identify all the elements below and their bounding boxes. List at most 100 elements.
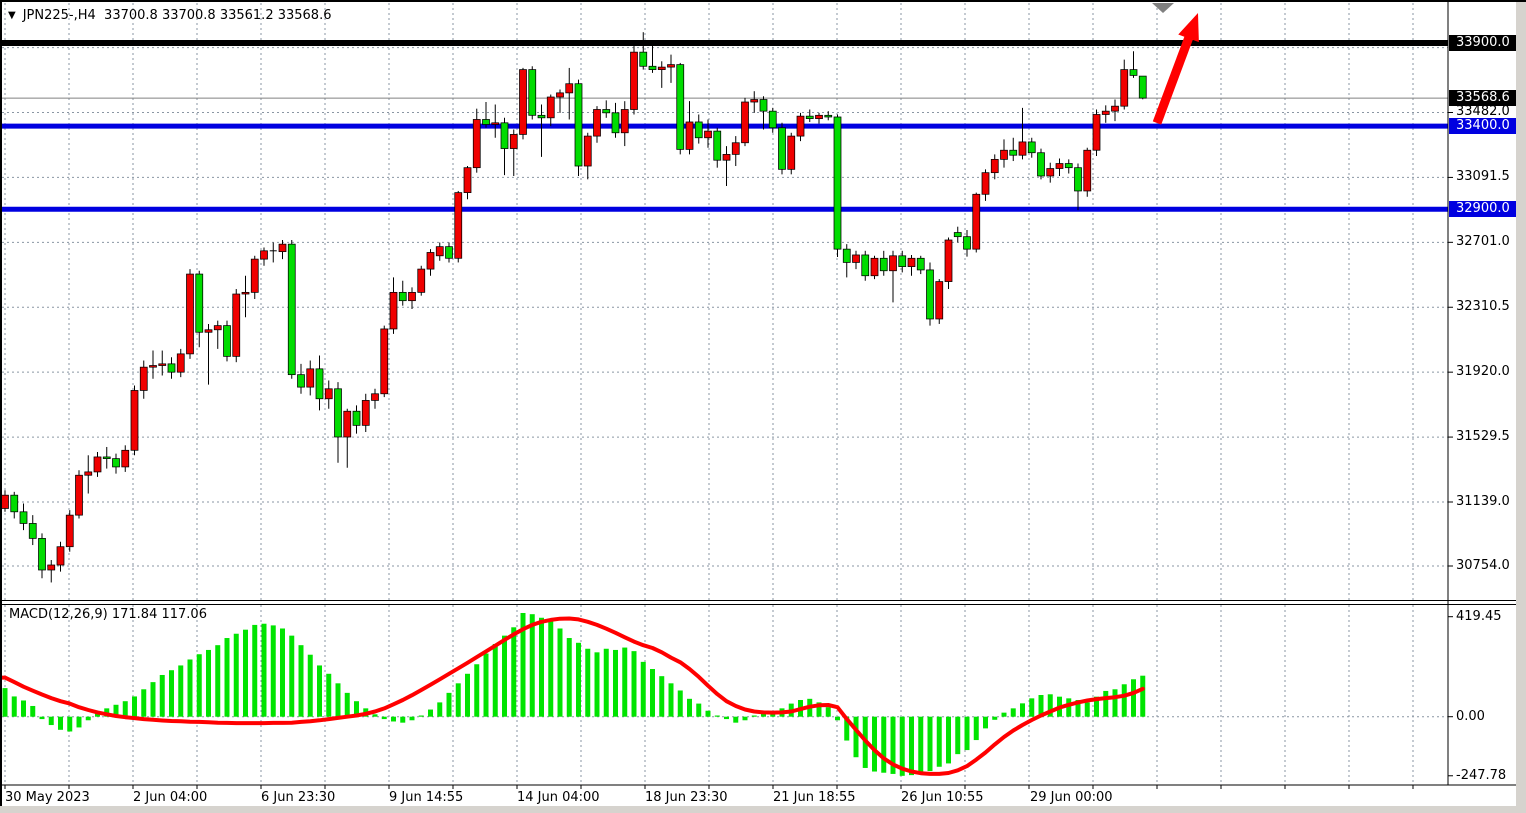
macd-histogram-bar (437, 702, 443, 717)
candle-body (482, 119, 490, 125)
candle-body (898, 255, 907, 267)
candle-body (519, 69, 527, 135)
candle-body (47, 564, 56, 571)
symbol-dropdown-icon[interactable]: ▼ (8, 10, 16, 21)
candle-body (102, 456, 111, 459)
macd-histogram-bar (955, 716, 961, 755)
candle-body (158, 363, 167, 366)
macd-histogram-bar (1020, 703, 1025, 717)
macd-histogram-bar (844, 716, 850, 741)
macd-histogram-bar (936, 716, 942, 767)
candle-body (639, 51, 648, 67)
macd-histogram-bar (576, 642, 581, 717)
candle-body (565, 83, 574, 94)
candle-body (870, 257, 879, 277)
macd-axis-label: 419.45 (1456, 608, 1502, 624)
price-axis-label: 32701.0 (1456, 234, 1510, 250)
candle-body (121, 449, 130, 468)
candle-body (648, 65, 657, 70)
candle-body (223, 325, 231, 357)
macd-histogram-bar (159, 674, 165, 717)
macd-histogram-bar (761, 713, 766, 717)
candle-body (805, 115, 814, 120)
time-axis-label: 18 Jun 23:30 (645, 790, 728, 805)
candle-body (1018, 141, 1027, 156)
trend-arrow-shaft[interactable] (1152, 31, 1195, 125)
candle-body (815, 114, 823, 120)
macd-histogram-bar (529, 614, 535, 717)
candle-body (546, 96, 555, 119)
price-axis-label: 31920.0 (1456, 364, 1510, 380)
chart-shift-marker-icon[interactable] (1152, 3, 1174, 13)
macd-histogram-bar (2, 688, 8, 717)
macd-histogram-bar (58, 716, 63, 730)
macd-histogram-bar (196, 654, 202, 717)
candle-body (380, 328, 389, 395)
macd-histogram-bar (696, 703, 702, 717)
macd-histogram-bar (474, 664, 480, 717)
macd-histogram-bar (381, 716, 387, 720)
candle-body (232, 293, 241, 357)
candle-body (454, 192, 463, 259)
candle-body (528, 69, 537, 116)
candle-body (537, 114, 546, 119)
candle-body (149, 365, 157, 368)
candle-body (630, 51, 638, 110)
window-border-top (0, 0, 1526, 2)
macd-indicator-label: MACD(12,26,9) 171.84 117.06 (9, 607, 207, 622)
candle-body (10, 494, 19, 513)
candle-body (417, 268, 426, 293)
candle-body (65, 514, 74, 548)
candle-body (1, 494, 9, 509)
macd-histogram-bar (1094, 696, 1099, 717)
macd-histogram-bar (455, 683, 461, 717)
current-price-label: 33568.6 (1449, 90, 1516, 107)
candle-body (574, 83, 583, 167)
macd-histogram-bar (132, 696, 137, 717)
macd-histogram-bar (11, 696, 17, 717)
macd-histogram-bar (714, 715, 720, 717)
candle-body (408, 291, 416, 302)
macd-histogram-bar (613, 649, 618, 717)
macd-histogram-bar (169, 670, 174, 717)
candle-body (981, 172, 990, 195)
macd-histogram-bar (122, 701, 128, 717)
macd-histogram-bar (354, 701, 359, 717)
candle-body (1101, 110, 1110, 115)
macd-histogram-bar (650, 669, 655, 717)
macd-histogram-bar (39, 716, 45, 720)
candle-body (334, 388, 342, 438)
candle-body (28, 523, 37, 539)
macd-histogram-bar (492, 643, 498, 717)
macd-histogram-bar (187, 659, 193, 717)
macd-histogram-bar (418, 715, 424, 717)
candle-body (602, 109, 611, 114)
candle-body (463, 167, 472, 193)
candle-body (1074, 167, 1082, 192)
candle-body (694, 121, 703, 139)
time-axis-label: 29 Jun 00:00 (1030, 790, 1113, 805)
time-axis-label: 26 Jun 10:55 (901, 790, 984, 805)
macd-histogram-bar (1112, 689, 1118, 717)
macd-histogram-bar (344, 692, 350, 717)
macd-histogram-bar (539, 617, 544, 717)
window-margin-right (1516, 0, 1526, 813)
candle-body (879, 257, 888, 272)
macd-histogram-bar (326, 673, 332, 717)
macd-histogram-bar (705, 710, 711, 717)
trend-arrow-head-icon[interactable] (1178, 13, 1199, 43)
panel-separator (0, 600, 1516, 601)
macd-histogram-bar (566, 638, 572, 717)
candle-body (324, 388, 333, 400)
candle-body (741, 101, 749, 144)
macd-histogram-bar (899, 716, 905, 776)
macd-histogram-bar (742, 716, 748, 721)
macd-histogram-bar (668, 683, 674, 717)
price-axis-label: 32310.5 (1456, 299, 1510, 315)
macd-histogram-bar (511, 627, 517, 717)
macd-histogram-bar (622, 647, 628, 717)
candle-body (676, 64, 685, 150)
time-axis-label: 14 Jun 04:00 (517, 790, 600, 805)
macd-histogram-bar (659, 676, 665, 717)
